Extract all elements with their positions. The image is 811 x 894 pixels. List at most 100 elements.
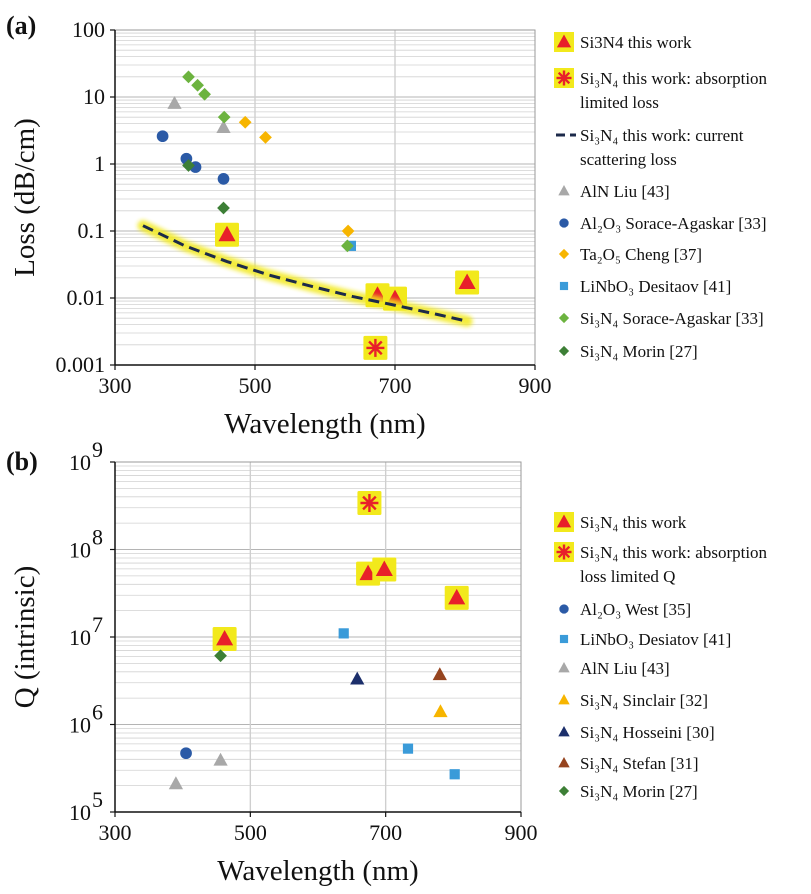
legend: Si₃N₄ this work Si₃N₄ this work: absorpti…: [554, 512, 768, 801]
legend-marker: [559, 218, 569, 228]
data-point: [182, 159, 195, 172]
y-tick-label-exponent: 9: [92, 437, 103, 462]
data-point: [167, 95, 182, 109]
legend-marker: [559, 281, 569, 291]
data-point: [216, 629, 234, 646]
legend-label: LiNbO₃ Desiatov [41]: [580, 630, 731, 649]
data-point: [432, 667, 447, 681]
y-tick-label-exponent: 5: [92, 787, 103, 812]
series-7: [432, 667, 447, 681]
data-point: [216, 120, 231, 133]
series-1: [357, 490, 382, 515]
x-tick-label: 700: [379, 373, 412, 398]
fit-line-highlight: [137, 220, 473, 327]
y-tick-label-exponent: 6: [92, 700, 103, 725]
data-point: [218, 225, 236, 242]
data-point: [259, 130, 272, 144]
legend-marker: [558, 185, 570, 196]
y-tick-label: 100: [72, 17, 105, 42]
data-point: [338, 628, 349, 639]
series-5: [238, 115, 355, 238]
data-point: [449, 769, 460, 780]
y-axis-title: Q (intrinsic): [9, 566, 41, 709]
legend-marker: [556, 544, 572, 560]
y-tick-label: 10: [83, 84, 105, 109]
legend-label: Si₃N₄ this work: absorption: [580, 69, 768, 88]
legend-marker: [558, 785, 570, 797]
data-point: [366, 338, 385, 357]
legend-label: LiNbO₃ Desitaov [41]: [580, 277, 731, 296]
x-tick-label: 900: [505, 820, 538, 845]
y-tick-label-base: 10: [69, 538, 91, 563]
legend-marker: [559, 604, 569, 614]
legend-label: Si₃N₄ Morin [27]: [580, 782, 698, 801]
panel-label: (b): [6, 447, 38, 476]
series-8: [182, 159, 230, 215]
legend-label: Ta₂O₅ Cheng [37]: [580, 245, 702, 264]
data-point: [217, 201, 230, 215]
y-tick-label: 0.001: [56, 352, 106, 377]
x-tick-label: 700: [369, 820, 402, 845]
legend-label: Si3N4 this work: [580, 33, 692, 52]
y-tick-label-base: 10: [69, 450, 91, 475]
y-axis-title: Loss (dB/cm): [9, 118, 41, 277]
data-point: [341, 224, 355, 238]
series-2: [137, 220, 473, 327]
series-6: [350, 671, 365, 685]
data-point: [214, 649, 227, 663]
data-point: [458, 273, 476, 290]
x-tick-label: 900: [519, 373, 552, 398]
legend-label: Al₂O₃ West [35]: [580, 600, 691, 619]
data-point: [448, 588, 466, 605]
data-point: [198, 87, 211, 101]
panel-a-loss-chart: 300 500 700 900 0.001 0.01 0.1 1 10 100 Wavelength…: [6, 11, 768, 440]
legend-item: Si₃N₄ Sinclair [32]: [558, 691, 708, 710]
y-tick-label-exponent: 8: [92, 525, 103, 550]
x-tick-label: 300: [99, 373, 132, 398]
data-point: [341, 239, 354, 253]
legend-label: AlN Liu [43]: [580, 659, 670, 678]
legend-marker: [558, 248, 570, 260]
data-point: [213, 752, 228, 766]
data-point: [217, 110, 231, 124]
legend-item: Si₃N₄ this work: absorption limited loss: [554, 68, 768, 112]
legend-label: Si₃N₄ this work: [580, 513, 687, 532]
legend-item: Si₃N₄ this work: current scattering loss: [554, 126, 744, 169]
legend-label: Si₃N₄ Hosseini [30]: [580, 723, 715, 742]
y-tick-label-base: 10: [69, 713, 91, 738]
legend-marker: [556, 514, 572, 528]
data-point: [375, 560, 393, 577]
legend-label: Si₃N₄ Stefan [31]: [580, 754, 699, 773]
legend-label: loss limited Q: [580, 567, 675, 586]
legend-marker: [556, 34, 572, 48]
legend-item: Al₂O₃ Sorace-Agaskar [33]: [559, 214, 767, 233]
legend-item: AlN Liu [43]: [558, 659, 670, 678]
panel-label: (a): [6, 11, 36, 40]
x-axis-title: Wavelength (nm): [224, 408, 425, 440]
legend-item: Si₃N₄ this work: absorption loss limited …: [554, 542, 768, 586]
legend-item: LiNbO₃ Desiatov [41]: [559, 630, 731, 649]
legend-marker: [558, 312, 570, 324]
data-point: [350, 671, 365, 685]
y-tick-label-base: 10: [69, 800, 91, 825]
data-point: [217, 173, 230, 185]
legend-marker: [558, 694, 570, 705]
legend-item: Ta₂O₅ Cheng [37]: [558, 245, 702, 264]
legend-item: Si₃N₄ Stefan [31]: [558, 754, 699, 773]
legend: Si3N4 this work Si₃N₄ this work: absorpti…: [554, 32, 768, 361]
legend-label: Si₃N₄ Sorace-Agaskar [33]: [580, 309, 764, 328]
legend-item: Si₃N₄ Morin [27]: [558, 342, 698, 361]
series-1: [363, 335, 388, 360]
legend-item: Si₃N₄ Sorace-Agaskar [33]: [558, 309, 764, 328]
data-point: [433, 704, 448, 718]
y-tick-label-base: 10: [69, 625, 91, 650]
legend-marker: [559, 634, 569, 644]
x-tick-label: 300: [99, 820, 132, 845]
x-axis-title: Wavelength (nm): [217, 855, 418, 887]
series-4: [156, 130, 230, 185]
legend-label: limited loss: [580, 93, 659, 112]
y-tick-label: 1: [94, 151, 105, 176]
legend-label: AlN Liu [43]: [580, 182, 670, 201]
legend-item: Si₃N₄ Hosseini [30]: [558, 723, 715, 742]
